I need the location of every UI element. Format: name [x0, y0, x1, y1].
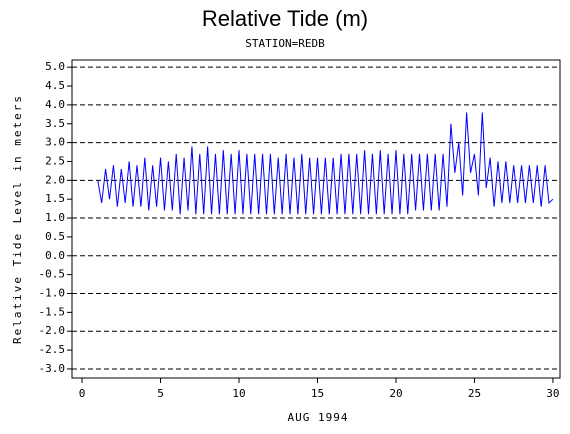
y-tick-label: 0.0 [45, 249, 65, 262]
y-tick-label: -2.0 [39, 324, 66, 337]
y-tick-label: 2.5 [45, 154, 65, 167]
y-tick-label: 3.5 [45, 117, 65, 130]
y-tick-label: 4.5 [45, 79, 65, 92]
y-tick-label: 0.5 [45, 230, 65, 243]
x-tick-label: 0 [79, 387, 86, 400]
x-tick-label: 10 [232, 387, 245, 400]
y-tick-label: 2.0 [45, 173, 65, 186]
y-tick-label: 4.0 [45, 98, 65, 111]
y-tick-label: -1.5 [39, 305, 66, 318]
x-tick-label: 20 [389, 387, 402, 400]
y-tick-label: 5.0 [45, 60, 65, 73]
y-tick-label: 3.0 [45, 136, 65, 149]
x-tick-label: 30 [546, 387, 559, 400]
y-tick-label: -1.0 [39, 287, 66, 300]
y-tick-label: 1.0 [45, 211, 65, 224]
y-tick-label: -0.5 [39, 268, 66, 281]
chart-subtitle: STATION=REDB [245, 37, 325, 50]
y-tick-label: 1.5 [45, 192, 65, 205]
y-tick-label: -3.0 [39, 362, 66, 375]
y-axis-label: Relative Tide Level in meters [11, 94, 24, 344]
x-tick-label: 5 [157, 387, 164, 400]
x-tick-label: 25 [468, 387, 481, 400]
y-tick-label: -2.5 [39, 343, 66, 356]
x-tick-label: 15 [311, 387, 324, 400]
plot-frame [71, 59, 561, 379]
tide-line [97, 112, 554, 215]
x-axis-label: AUG 1994 [288, 411, 349, 424]
chart-title: Relative Tide (m) [202, 6, 368, 31]
